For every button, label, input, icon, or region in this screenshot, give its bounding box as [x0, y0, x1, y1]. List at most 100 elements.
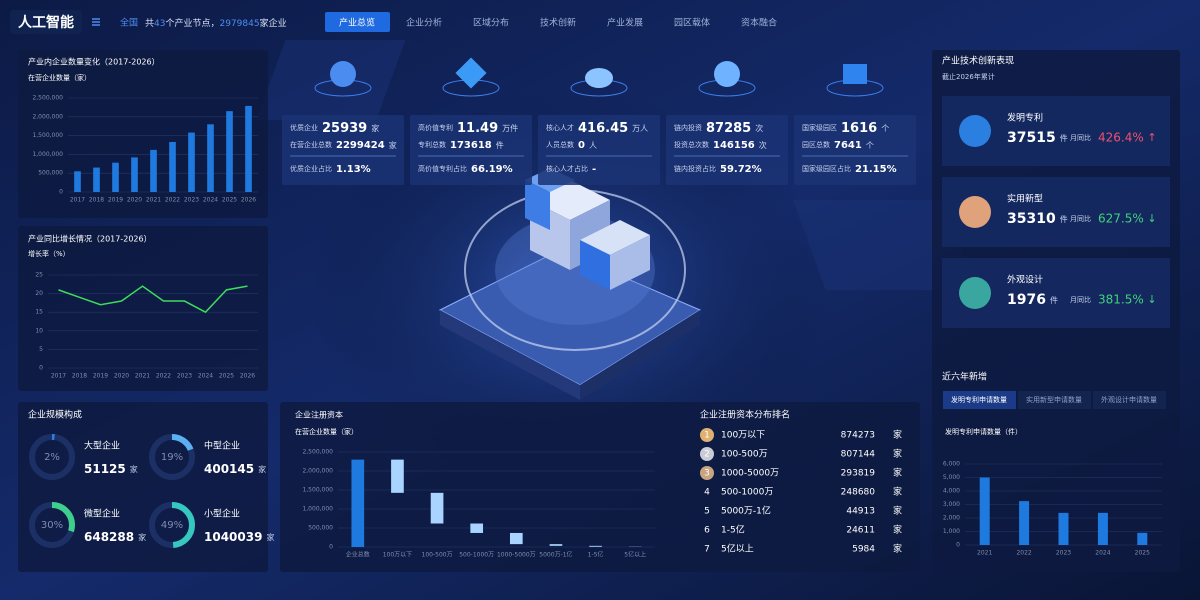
text-part: 0: [578, 140, 585, 151]
recent-tab-label[interactable]: 实用新型申请数量: [1026, 395, 1082, 404]
nav-tab[interactable]: 产业发展: [607, 17, 643, 29]
header-summary: 共43个产业节点，2979845家企业: [145, 17, 287, 29]
region-selector[interactable]: 全国: [120, 17, 138, 29]
innovation-icon: [959, 115, 991, 147]
rank-label: 5亿以上: [721, 543, 754, 555]
y-tick-label: 3,000: [943, 501, 960, 508]
text-part: 优质企业: [290, 123, 318, 132]
text-part: 次: [755, 123, 763, 133]
text-part: 人: [589, 141, 597, 150]
rank-unit: 家: [893, 543, 902, 555]
nav-tab-active[interactable]: [325, 12, 390, 32]
scale-name: 微型企业: [84, 508, 120, 520]
change-value: 426.4%: [1098, 131, 1144, 145]
nav-tab[interactable]: 园区载体: [674, 17, 710, 29]
x-tick-label: 2017: [70, 197, 85, 204]
nav-tab[interactable]: 企业分析: [406, 17, 442, 29]
panels: [18, 50, 1180, 572]
donut-arc: [149, 434, 195, 480]
rank-value: 24611: [846, 526, 875, 536]
change-arrow: ↓: [1147, 212, 1156, 225]
recent-tab-label[interactable]: 外观设计申请数量: [1101, 395, 1157, 404]
kpi-ratio: 核心人才占比 -: [546, 164, 596, 175]
kpi-secondary: 人员总数 0 人: [546, 140, 597, 151]
change-arrow: ↑: [1147, 131, 1156, 144]
rank-value: 44913: [846, 507, 875, 517]
kpi-primary: 国家级园区 1616 个: [802, 121, 889, 136]
text-part: 人员总数: [546, 140, 574, 149]
rank: 7: [704, 545, 710, 555]
kpi-secondary: 园区总数 7641 个: [802, 140, 874, 151]
nav-tab[interactable]: 区域分布: [473, 17, 509, 29]
text-part: 59.72%: [720, 164, 762, 175]
text-part: 11.49: [457, 121, 498, 136]
bar: [150, 149, 157, 192]
rank: 3: [704, 469, 710, 479]
rank-label: 100-500万: [721, 450, 768, 460]
x-tick-label: 5亿以上: [624, 551, 646, 559]
text-part: 高价值专利: [418, 123, 453, 132]
recent-tab[interactable]: [943, 391, 1016, 409]
change-arrow: ↓: [1147, 293, 1156, 306]
rank-value: 874273: [841, 431, 875, 441]
rank-unit: 家: [893, 429, 902, 441]
y-tick-label: 6,000: [943, 461, 960, 468]
innovation-icon: [959, 277, 991, 309]
y-tick-label: 0: [956, 542, 960, 549]
bar: [169, 141, 176, 192]
text-part: 次: [759, 140, 767, 150]
y-tick-label: 25: [35, 272, 43, 279]
innovation-value: 1976 件: [1007, 292, 1058, 308]
rank-value: 5984: [852, 545, 875, 555]
y-tick-label: 0: [329, 544, 333, 551]
text-part: 146156: [713, 140, 755, 151]
rank-unit: 家: [893, 505, 902, 517]
x-tick-label: 100万以下: [383, 552, 412, 559]
text-part: -: [592, 164, 596, 175]
y-tick-label: 1,500,000: [302, 487, 333, 494]
text-part: 件: [1050, 295, 1058, 305]
text-part: 件: [496, 140, 504, 150]
panel-title: 企业规模构成: [28, 409, 82, 421]
bar: [1058, 512, 1069, 545]
rank-value: 807144: [841, 450, 876, 460]
rank-label: 1-5亿: [721, 524, 745, 536]
y-tick-label: 1,000,000: [302, 506, 333, 513]
bar: [188, 132, 195, 192]
text-part: 万人: [632, 124, 648, 133]
y-tick-label: 500,000: [38, 170, 63, 177]
recent-tab[interactable]: [1018, 391, 1091, 409]
x-tick-label: 2025: [1135, 550, 1150, 557]
x-tick-label: 5000万-1亿: [539, 551, 572, 559]
summary-part: 43: [154, 19, 165, 29]
text-part: 416.45: [578, 121, 628, 136]
summary-part: 个产业节点，: [165, 17, 219, 29]
chart-title: 发明专利申请数量（件）: [945, 427, 1022, 436]
summary-part: 家企业: [260, 17, 287, 29]
y-tick-label: 2,500,000: [32, 95, 63, 102]
nav-tab[interactable]: 技术创新: [540, 17, 576, 29]
x-tick-label: 2024: [198, 373, 213, 380]
nav-tab[interactable]: 资本融合: [741, 17, 777, 29]
text-part: 25939: [322, 121, 367, 136]
bar: [1019, 501, 1030, 545]
rank-value: 293819: [841, 469, 876, 479]
panel-subtitle: 截止2026年累计: [942, 72, 995, 81]
x-tick-label: 2023: [177, 373, 192, 380]
text-part: 国家级园区: [802, 123, 837, 132]
text-part: 家: [371, 123, 379, 133]
x-tick-label: 2019: [93, 373, 108, 380]
change-label: 月同比: [1070, 214, 1091, 223]
x-tick-label: 2025: [219, 373, 234, 380]
kpi-primary: 核心人才 416.45 万人: [546, 121, 648, 136]
bar: [979, 477, 990, 545]
donut-arc: [149, 502, 195, 548]
recent-tab[interactable]: [1093, 391, 1166, 409]
recent-tab-label[interactable]: 发明专利申请数量: [951, 395, 1007, 404]
nav-tab[interactable]: 产业总览: [339, 17, 375, 29]
bar: [1097, 512, 1108, 545]
scale-count: 648288 家: [84, 530, 146, 544]
menu-icon[interactable]: [92, 18, 100, 26]
x-tick-label: 2026: [240, 373, 255, 380]
donut-arc: [29, 434, 75, 480]
